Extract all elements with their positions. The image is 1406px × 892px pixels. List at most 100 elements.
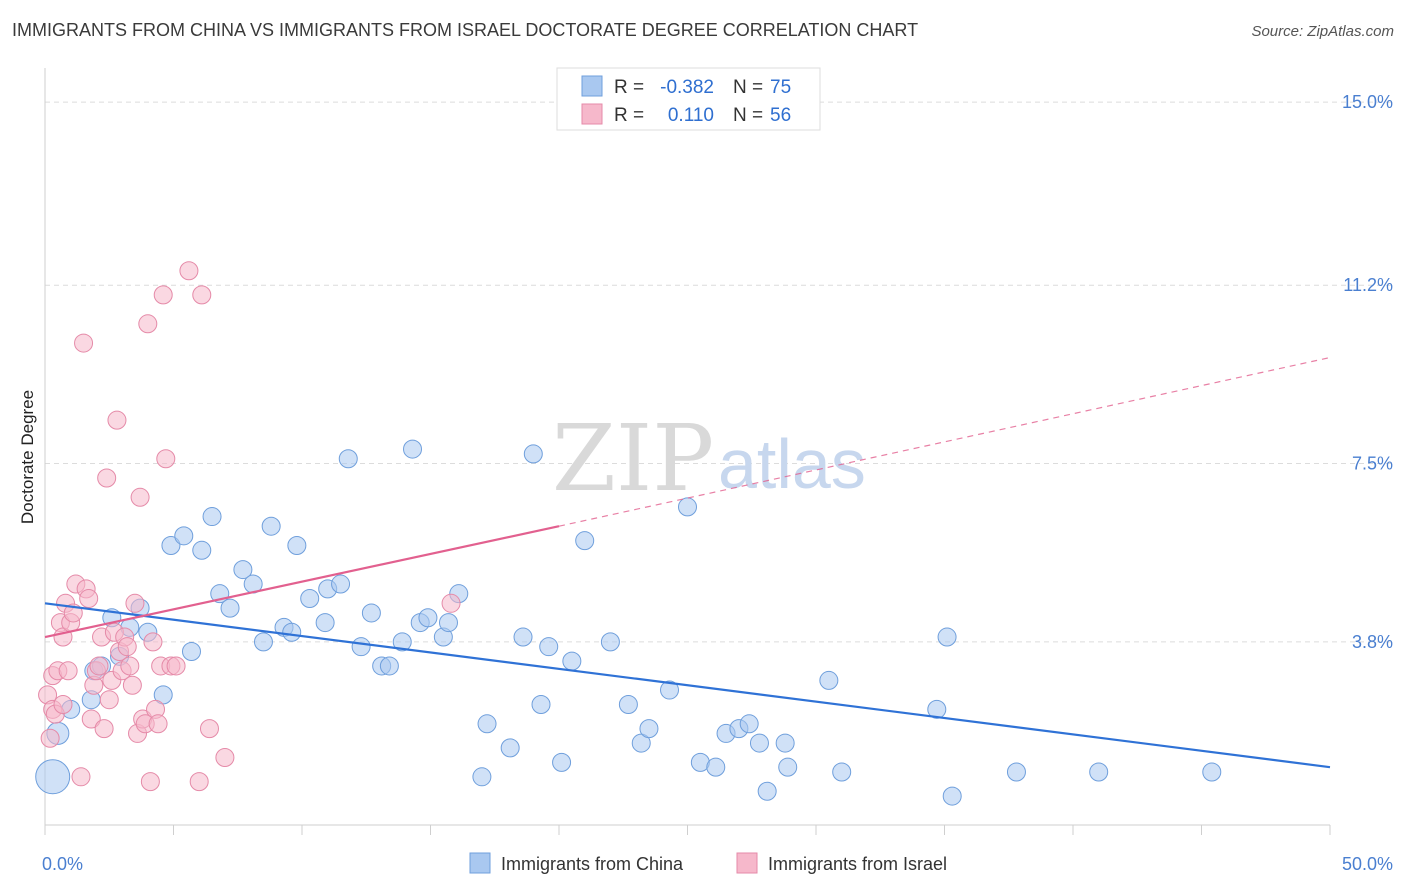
point-israel-17 <box>79 588 99 608</box>
point-china-43 <box>477 714 497 734</box>
bottom-legend-label-1: Immigrants from Israel <box>768 854 947 874</box>
point-israel-53 <box>199 719 219 739</box>
point-israel-24 <box>97 468 117 488</box>
point-china-25 <box>287 535 307 555</box>
point-israel-47 <box>156 449 176 469</box>
stats-legend-swatch-1 <box>581 103 603 125</box>
point-china-44 <box>500 738 520 758</box>
point-china-56 <box>660 680 680 700</box>
point-israel-10 <box>58 661 78 681</box>
point-china-18 <box>220 598 240 618</box>
point-china-63 <box>749 733 769 753</box>
point-israel-34 <box>122 675 142 695</box>
point-china-34 <box>379 656 399 676</box>
point-china-14 <box>181 642 201 662</box>
bottom-legend: Immigrants from China Immigrants from Isr… <box>469 852 947 874</box>
chart-title: IMMIGRANTS FROM CHINA VS IMMIGRANTS FROM… <box>12 20 919 40</box>
point-china-21 <box>253 632 273 652</box>
point-china-72 <box>1006 762 1026 782</box>
y-axis-title: Doctorate Degree <box>18 390 37 524</box>
bottom-legend-label-0: Immigrants from China <box>501 854 684 874</box>
stats-legend-n-label-1: N = <box>733 105 763 126</box>
y-tick-label-0: 3.8% <box>1352 632 1393 652</box>
point-israel-35 <box>125 593 145 613</box>
point-china-31 <box>351 637 371 657</box>
stats-legend-n-value-0: 75 <box>770 77 791 98</box>
point-israel-1 <box>40 728 60 748</box>
point-china-47 <box>531 695 551 715</box>
point-china-74 <box>1202 762 1222 782</box>
trend-line-china <box>44 602 1331 769</box>
point-china-26 <box>300 588 320 608</box>
point-israel-33 <box>120 656 140 676</box>
stats-legend-r-label-1: R = <box>614 105 644 126</box>
point-china-19 <box>233 560 253 580</box>
stats-legend-n-value-1: 56 <box>770 105 791 126</box>
point-israel-50 <box>179 261 199 281</box>
point-china-55 <box>639 719 659 739</box>
point-israel-41 <box>140 772 160 792</box>
point-china-22 <box>261 516 281 536</box>
point-israel-32 <box>117 637 137 657</box>
point-china-46 <box>523 444 543 464</box>
point-china-48 <box>539 637 559 657</box>
watermark-zip: ZIP <box>552 405 714 512</box>
point-israel-52 <box>189 772 209 792</box>
point-china-38 <box>418 608 438 628</box>
point-china-53 <box>618 695 638 715</box>
point-china-69 <box>927 699 947 719</box>
x-tick-label-0: 0.0% <box>42 854 83 874</box>
point-china-67 <box>819 670 839 690</box>
bottom-legend-swatch-0 <box>469 852 491 874</box>
point-china-12 <box>161 535 181 555</box>
point-china-57 <box>678 497 697 517</box>
point-israel-49 <box>166 656 186 676</box>
stats-legend: R = -0.382 N = 75 R = 0.110 N = 56 <box>556 67 821 131</box>
point-china-15 <box>192 540 212 560</box>
data-points <box>35 261 1222 806</box>
trend-line-israel <box>44 525 560 639</box>
point-china-59 <box>706 757 726 777</box>
y-tick-label-1: 7.5% <box>1352 454 1393 474</box>
point-china-52 <box>600 632 620 652</box>
point-israel-25 <box>99 690 119 710</box>
point-china-30 <box>338 449 358 469</box>
point-israel-55 <box>441 593 461 613</box>
point-israel-46 <box>153 285 173 305</box>
point-china-27 <box>315 613 335 633</box>
chart-source: Source: ZipAtlas.com <box>1251 23 1394 40</box>
point-china-42 <box>472 767 492 787</box>
point-israel-14 <box>71 767 91 787</box>
point-china-45 <box>513 627 533 647</box>
point-china-0 <box>35 759 71 795</box>
point-israel-40 <box>138 314 158 334</box>
point-china-70 <box>937 627 957 647</box>
grid-lines <box>45 101 1392 643</box>
y-tick-label-2: 11.2% <box>1343 275 1393 295</box>
point-china-62 <box>739 714 759 734</box>
trend-lines <box>44 356 1331 769</box>
point-israel-42 <box>143 632 163 652</box>
point-china-24 <box>282 622 302 642</box>
point-israel-28 <box>107 410 127 430</box>
point-israel-44 <box>148 714 168 734</box>
point-china-64 <box>757 781 777 801</box>
point-china-73 <box>1089 762 1109 782</box>
point-china-29 <box>331 574 351 594</box>
point-china-65 <box>775 733 795 753</box>
point-israel-21 <box>89 656 109 676</box>
point-israel-8 <box>53 695 73 715</box>
point-china-51 <box>575 531 595 551</box>
point-china-71 <box>942 786 962 806</box>
y-tick-labels: 3.8% 7.5% 11.2% 15.0% <box>1342 92 1393 652</box>
point-china-13 <box>174 526 194 546</box>
y-tick-label-3: 15.0% <box>1342 92 1393 112</box>
point-israel-51 <box>192 285 212 305</box>
point-china-36 <box>403 439 423 459</box>
point-israel-18 <box>81 709 101 729</box>
stats-legend-swatch-0 <box>581 75 603 97</box>
stats-legend-r-value-0: -0.382 <box>660 77 714 98</box>
point-israel-54 <box>215 748 235 768</box>
